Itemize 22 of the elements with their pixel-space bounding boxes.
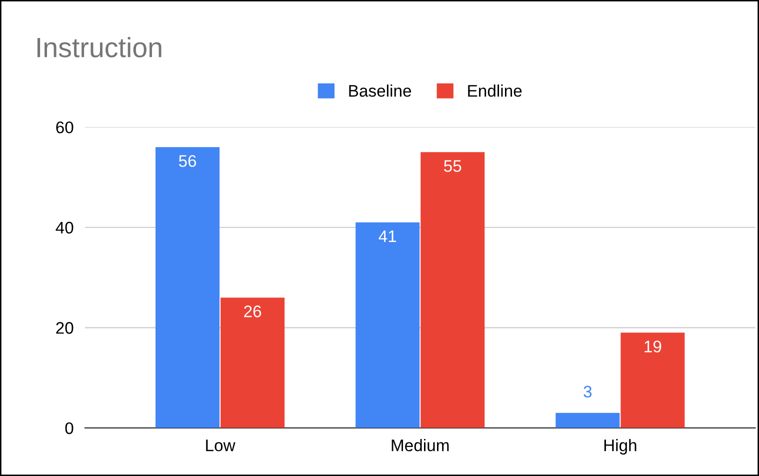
data-label: 26	[244, 306, 262, 318]
x-tick-label: High	[604, 439, 636, 455]
bar	[620, 332, 685, 428]
bar	[356, 222, 420, 428]
y-tick-label: 0	[65, 422, 74, 434]
bar	[556, 412, 620, 428]
legend-label: Endline	[468, 84, 522, 97]
data-label: 55	[444, 160, 462, 172]
chart-title: Instruction	[37, 37, 162, 58]
data-label: 3	[584, 386, 592, 398]
data-label: 41	[378, 230, 396, 242]
y-tick-label: 60	[56, 121, 74, 134]
data-label: 56	[178, 155, 196, 167]
x-tick-label: Medium	[392, 439, 449, 452]
legend-label: Baseline	[349, 84, 412, 97]
y-tick-label: 40	[56, 222, 74, 234]
data-label: 19	[644, 340, 662, 352]
bar	[220, 298, 285, 428]
x-tick-label: Low	[206, 440, 236, 452]
bar	[420, 152, 485, 428]
bar	[156, 147, 220, 428]
y-tick-label: 20	[56, 322, 74, 334]
